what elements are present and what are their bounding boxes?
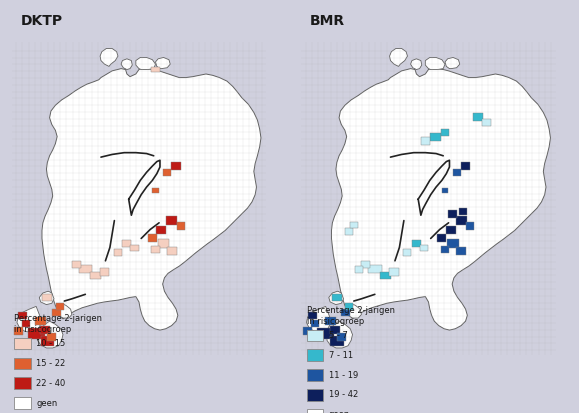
Polygon shape: [42, 68, 261, 330]
Bar: [430, 133, 441, 140]
Polygon shape: [156, 57, 170, 69]
Bar: [56, 303, 64, 309]
Bar: [441, 128, 449, 135]
Bar: [446, 226, 456, 235]
Bar: [308, 312, 317, 319]
Bar: [14, 328, 23, 335]
Bar: [329, 326, 339, 334]
Bar: [317, 328, 334, 339]
Bar: [114, 249, 122, 256]
Bar: [72, 261, 81, 268]
Bar: [341, 309, 350, 316]
Bar: [361, 261, 371, 268]
Bar: [345, 303, 353, 309]
Bar: [35, 317, 46, 325]
Bar: [156, 226, 166, 235]
Bar: [130, 245, 138, 252]
Polygon shape: [327, 321, 353, 348]
Bar: [456, 247, 466, 255]
Bar: [325, 317, 336, 325]
Polygon shape: [390, 48, 408, 66]
Bar: [122, 240, 131, 247]
Polygon shape: [17, 306, 41, 332]
Bar: [22, 320, 30, 327]
Bar: [368, 265, 382, 273]
Polygon shape: [39, 291, 54, 305]
Polygon shape: [411, 59, 422, 69]
Text: 19 - 42: 19 - 42: [329, 390, 358, 399]
Bar: [350, 222, 358, 228]
Text: 22 - 40: 22 - 40: [36, 379, 66, 388]
Bar: [28, 328, 45, 339]
Polygon shape: [100, 48, 118, 66]
Bar: [177, 222, 185, 230]
Bar: [345, 228, 353, 235]
Text: Percentage 2-jarigen
in risicogroep: Percentage 2-jarigen in risicogroep: [14, 314, 102, 335]
Text: Percentage 2-jarigen
in risicogroep: Percentage 2-jarigen in risicogroep: [307, 306, 395, 326]
Bar: [163, 169, 171, 176]
Bar: [166, 216, 177, 225]
Bar: [148, 233, 157, 242]
Bar: [355, 266, 363, 273]
Bar: [453, 169, 461, 176]
Text: DKTP: DKTP: [20, 14, 63, 28]
Bar: [459, 208, 467, 215]
Bar: [482, 119, 491, 126]
Bar: [47, 333, 56, 341]
Bar: [152, 188, 159, 193]
Bar: [100, 268, 109, 275]
Bar: [330, 336, 343, 346]
Bar: [152, 67, 160, 72]
Bar: [466, 222, 474, 230]
Polygon shape: [57, 305, 72, 318]
Polygon shape: [121, 59, 132, 69]
Bar: [379, 271, 391, 279]
Text: BMR: BMR: [310, 14, 345, 28]
Bar: [404, 249, 412, 256]
Bar: [448, 240, 459, 248]
Text: 15 - 22: 15 - 22: [36, 359, 66, 368]
Polygon shape: [329, 291, 343, 305]
Polygon shape: [445, 57, 460, 69]
Text: 5 - 7: 5 - 7: [329, 331, 348, 340]
Bar: [42, 294, 52, 301]
Bar: [151, 246, 160, 253]
Bar: [52, 309, 61, 316]
Bar: [79, 265, 92, 273]
Bar: [171, 162, 181, 170]
Bar: [40, 326, 50, 334]
Bar: [303, 328, 312, 335]
Bar: [41, 336, 54, 346]
Polygon shape: [347, 305, 361, 318]
Bar: [421, 138, 430, 145]
Bar: [461, 162, 471, 170]
Text: geen: geen: [329, 410, 350, 413]
Bar: [442, 188, 448, 193]
Polygon shape: [331, 68, 551, 330]
Text: geen: geen: [36, 399, 58, 408]
Bar: [19, 312, 27, 319]
Text: 7 - 11: 7 - 11: [329, 351, 353, 360]
Polygon shape: [306, 306, 330, 332]
Bar: [167, 247, 177, 255]
Bar: [456, 216, 467, 225]
Bar: [389, 268, 399, 275]
Bar: [448, 210, 457, 218]
Bar: [472, 113, 482, 121]
Bar: [312, 320, 320, 327]
Text: 11 - 19: 11 - 19: [329, 370, 358, 380]
Bar: [332, 294, 342, 301]
Bar: [412, 240, 421, 247]
Bar: [441, 246, 449, 253]
Polygon shape: [426, 57, 445, 69]
Bar: [337, 333, 346, 341]
Bar: [158, 240, 169, 248]
Polygon shape: [38, 321, 63, 348]
Bar: [420, 245, 428, 252]
Text: 10 - 15: 10 - 15: [36, 339, 66, 348]
Bar: [90, 271, 101, 279]
Bar: [437, 233, 446, 242]
Polygon shape: [136, 57, 156, 69]
